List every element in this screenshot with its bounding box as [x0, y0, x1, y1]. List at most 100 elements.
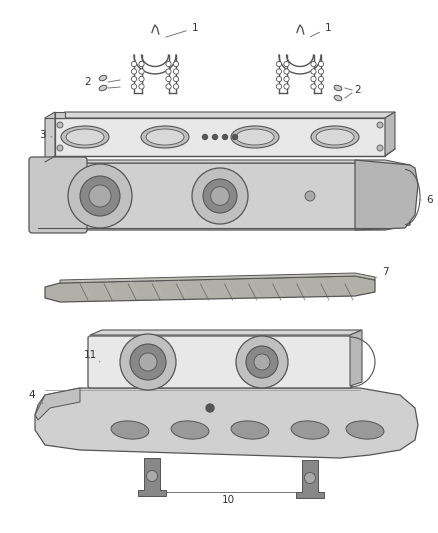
Ellipse shape	[146, 129, 184, 145]
Circle shape	[173, 69, 179, 74]
Polygon shape	[60, 273, 375, 283]
Circle shape	[284, 61, 289, 67]
Circle shape	[57, 145, 63, 151]
FancyBboxPatch shape	[88, 336, 352, 388]
Circle shape	[80, 176, 120, 216]
Polygon shape	[38, 163, 410, 230]
Polygon shape	[45, 112, 55, 162]
Ellipse shape	[334, 95, 342, 101]
Circle shape	[377, 145, 383, 151]
Circle shape	[311, 76, 316, 82]
Ellipse shape	[311, 126, 359, 148]
Circle shape	[276, 61, 282, 67]
Circle shape	[318, 84, 324, 89]
Circle shape	[304, 472, 315, 483]
Circle shape	[311, 84, 316, 89]
Circle shape	[139, 69, 144, 74]
Circle shape	[139, 84, 144, 89]
Polygon shape	[296, 460, 324, 498]
Polygon shape	[55, 112, 65, 118]
Circle shape	[131, 84, 137, 89]
Circle shape	[254, 354, 270, 370]
Circle shape	[276, 69, 282, 74]
Circle shape	[68, 164, 132, 228]
Circle shape	[166, 61, 171, 67]
Polygon shape	[350, 330, 362, 386]
Ellipse shape	[231, 126, 279, 148]
Ellipse shape	[334, 85, 342, 91]
Text: 7: 7	[375, 267, 389, 278]
Circle shape	[276, 84, 282, 89]
Circle shape	[223, 134, 227, 140]
Ellipse shape	[66, 129, 104, 145]
Circle shape	[57, 122, 63, 128]
Circle shape	[202, 134, 208, 140]
Polygon shape	[90, 330, 362, 335]
Circle shape	[276, 76, 282, 82]
Text: 11: 11	[83, 350, 100, 362]
Circle shape	[173, 61, 179, 67]
Polygon shape	[38, 160, 410, 168]
Circle shape	[131, 69, 137, 74]
Circle shape	[131, 61, 137, 67]
Ellipse shape	[316, 129, 354, 145]
Circle shape	[139, 61, 144, 67]
Circle shape	[89, 185, 111, 207]
Circle shape	[146, 471, 158, 481]
Circle shape	[192, 168, 248, 224]
Ellipse shape	[111, 421, 149, 439]
Circle shape	[311, 69, 316, 74]
Circle shape	[246, 346, 278, 378]
Circle shape	[318, 61, 324, 67]
Text: 2: 2	[355, 85, 361, 95]
Ellipse shape	[99, 85, 107, 91]
Circle shape	[212, 134, 218, 140]
FancyBboxPatch shape	[29, 157, 87, 233]
Circle shape	[211, 187, 230, 205]
Polygon shape	[35, 388, 80, 420]
Ellipse shape	[346, 421, 384, 439]
Text: 6: 6	[421, 195, 433, 205]
Circle shape	[203, 179, 237, 213]
Polygon shape	[55, 112, 395, 118]
Circle shape	[139, 353, 157, 371]
Ellipse shape	[99, 75, 107, 80]
Circle shape	[284, 84, 289, 89]
Circle shape	[318, 76, 324, 82]
Ellipse shape	[231, 421, 269, 439]
Circle shape	[377, 122, 383, 128]
Text: 1: 1	[166, 23, 198, 37]
Text: 3: 3	[39, 130, 52, 140]
Circle shape	[173, 76, 179, 82]
Circle shape	[131, 76, 137, 82]
Circle shape	[139, 76, 144, 82]
Polygon shape	[138, 458, 166, 496]
Ellipse shape	[141, 126, 189, 148]
Circle shape	[284, 69, 289, 74]
Circle shape	[120, 334, 176, 390]
Circle shape	[173, 84, 179, 89]
Ellipse shape	[61, 126, 109, 148]
Circle shape	[166, 76, 171, 82]
Polygon shape	[35, 388, 418, 458]
Circle shape	[130, 344, 166, 380]
Circle shape	[318, 69, 324, 74]
Ellipse shape	[236, 129, 274, 145]
Ellipse shape	[291, 421, 329, 439]
Circle shape	[284, 76, 289, 82]
Circle shape	[233, 134, 237, 140]
Ellipse shape	[171, 421, 209, 439]
Circle shape	[236, 336, 288, 388]
Text: 10: 10	[222, 495, 235, 505]
Polygon shape	[45, 276, 375, 302]
Polygon shape	[355, 160, 418, 230]
Text: 2: 2	[85, 77, 91, 87]
Circle shape	[166, 84, 171, 89]
Text: 4: 4	[28, 390, 43, 403]
Circle shape	[166, 69, 171, 74]
Text: 1: 1	[311, 23, 331, 37]
Circle shape	[311, 61, 316, 67]
Circle shape	[305, 191, 315, 201]
Circle shape	[206, 404, 214, 412]
Polygon shape	[385, 112, 395, 156]
